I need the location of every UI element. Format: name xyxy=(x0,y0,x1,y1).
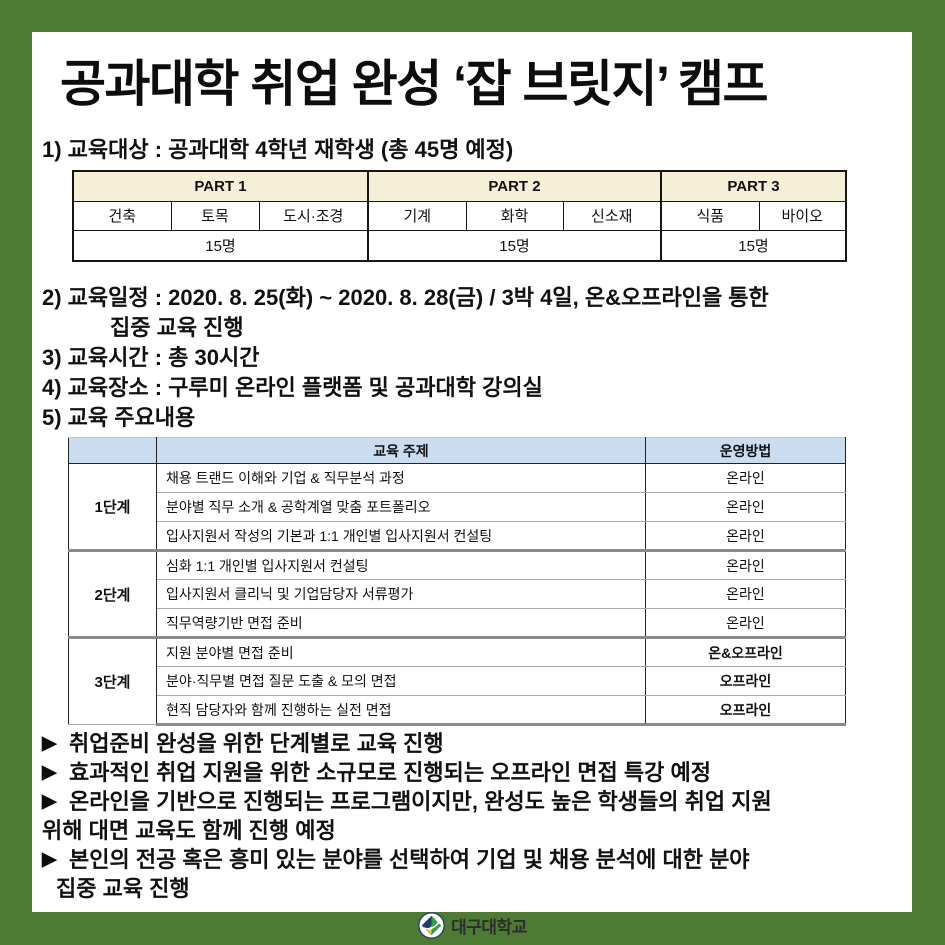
count-cell: 15명 xyxy=(659,229,847,262)
table-row: 입사지원서 작성의 기본과 1:1 개인별 입사지원서 컨설팅 온라인 xyxy=(69,521,846,551)
bullet-text: 본인의 전공 혹은 흥미 있는 분야를 선택하여 기업 및 채용 분석에 대한 … xyxy=(69,847,750,872)
major-cell: 신소재 xyxy=(562,200,662,231)
bullet-text: 효과적인 취업 지원을 위한 소규모로 진행되는 오프라인 면접 특강 예정 xyxy=(69,760,711,785)
info-schedule-line: 2) 교육일정 : 2020. 8. 25(화) ~ 2020. 8. 28(금… xyxy=(42,285,769,310)
method-cell: 오프라인 xyxy=(645,666,846,696)
info-contents-line: 5) 교육 주요내용 xyxy=(42,405,196,430)
topic-header-cell: 교육 주제 xyxy=(156,437,646,464)
stage-header-cell xyxy=(68,437,157,464)
triangle-bullet-icon: ▶ xyxy=(42,762,57,783)
curriculum-header-row: 교육 주제 운영방법 xyxy=(68,437,846,464)
parts-table-majors-row: 건축 토목 도시·조경 기계 화학 신소재 식품 바이오 xyxy=(72,200,847,231)
stage-cell: 3단계 xyxy=(68,636,157,725)
topic-cell: 지원 분야별 면접 준비 xyxy=(156,636,646,667)
bullet-text: 위해 대면 교육도 함께 진행 예정 xyxy=(42,818,336,843)
list-item-continuation: 집중 교육 진행 xyxy=(42,874,772,903)
major-cell: 식품 xyxy=(660,200,760,231)
part3-header-cell: PART 3 xyxy=(659,170,847,202)
footer: 대구대학교 xyxy=(0,906,945,945)
major-cell: 도시·조경 xyxy=(258,200,369,231)
table-row: 1단계 채용 트랜드 이해와 기업 & 직무분석 과정 온라인 xyxy=(68,463,846,551)
topic-cell: 분야·직무별 면접 질문 도출 & 모의 면접 xyxy=(156,666,646,696)
triangle-bullet-icon: ▶ xyxy=(42,849,57,870)
method-cell: 오프라인 xyxy=(645,695,846,726)
notes-block: ▶ 취업준비 완성을 위한 단계별로 교육 진행 ▶ 효과적인 취업 지원을 위… xyxy=(42,729,772,903)
method-cell: 온라인 xyxy=(645,549,846,580)
topic-cell: 채용 트랜드 이해와 기업 & 직무분석 과정 xyxy=(156,463,646,493)
triangle-bullet-icon: ▶ xyxy=(42,733,57,754)
info-target-line: 1) 교육대상 : 공과대학 4학년 재학생 (총 45명 예정) xyxy=(42,137,514,162)
method-cell: 온&오프라인 xyxy=(645,636,846,667)
part1-header-cell: PART 1 xyxy=(72,170,369,202)
table-row: 2단계 심화 1:1 개인별 입사지원서 컨설팅 온라인 xyxy=(68,549,846,638)
method-cell: 온라인 xyxy=(645,579,846,609)
table-row: 분야·직무별 면접 질문 도출 & 모의 면접 오프라인 xyxy=(69,666,846,696)
curriculum-table: 교육 주제 운영방법 1단계 채용 트랜드 이해와 기업 & 직무분석 과정 온… xyxy=(68,437,846,726)
info-schedule-line-cont: 집중 교육 진행 xyxy=(110,315,244,340)
bullet-text: 온라인을 기반으로 진행되는 프로그램이지만, 완성도 높은 학생들의 취업 지… xyxy=(69,789,772,814)
major-cell: 건축 xyxy=(72,200,172,231)
table-row: 3단계 지원 분야별 면접 준비 온&오프라인 xyxy=(68,636,846,725)
table-row: 현직 담당자와 함께 진행하는 실전 면접 오프라인 xyxy=(69,695,846,726)
stage-cell: 2단계 xyxy=(68,549,157,638)
list-item: ▶ 본인의 전공 혹은 흥미 있는 분야를 선택하여 기업 및 채용 분석에 대… xyxy=(42,845,772,874)
table-row: 입사지원서 클리닉 및 기업담당자 서류평가 온라인 xyxy=(69,579,846,609)
daegu-university-logo-icon xyxy=(418,912,445,939)
list-item: ▶ 온라인을 기반으로 진행되는 프로그램이지만, 완성도 높은 학생들의 취업… xyxy=(42,787,772,816)
stage-cell: 1단계 xyxy=(68,463,157,551)
list-item-continuation: 위해 대면 교육도 함께 진행 예정 xyxy=(42,816,772,845)
university-name: 대구대학교 xyxy=(451,918,527,937)
table-row: 직무역량기반 면접 준비 온라인 xyxy=(69,608,846,638)
topic-cell: 분야별 직무 소개 & 공학계열 맞춤 포트폴리오 xyxy=(156,492,646,522)
method-cell: 온라인 xyxy=(645,521,846,551)
parts-table-header-row: PART 1 PART 2 PART 3 xyxy=(72,170,847,202)
method-cell: 온라인 xyxy=(645,608,846,638)
topic-cell: 입사지원서 작성의 기본과 1:1 개인별 입사지원서 컨설팅 xyxy=(156,521,646,551)
count-cell: 15명 xyxy=(367,229,662,262)
major-cell: 바이오 xyxy=(758,200,847,231)
triangle-bullet-icon: ▶ xyxy=(42,791,57,812)
method-cell: 온라인 xyxy=(645,463,846,493)
list-item: ▶ 취업준비 완성을 위한 단계별로 교육 진행 xyxy=(42,729,772,758)
info-place-line: 4) 교육장소 : 구루미 온라인 플랫폼 및 공과대학 강의실 xyxy=(42,375,543,400)
info-hours-line: 3) 교육시간 : 총 30시간 xyxy=(42,345,260,370)
method-header-cell: 운영방법 xyxy=(645,437,846,464)
topic-cell: 현직 담당자와 함께 진행하는 실전 면접 xyxy=(156,695,646,726)
major-cell: 토목 xyxy=(170,200,260,231)
topic-cell: 직무역량기반 면접 준비 xyxy=(156,608,646,638)
poster-sheet: 공과대학 취업 완성 ‘잡 브릿지’ 캠프 1) 교육대상 : 공과대학 4학년… xyxy=(32,32,912,912)
table-row: 분야별 직무 소개 & 공학계열 맞춤 포트폴리오 온라인 xyxy=(69,492,846,522)
topic-cell: 입사지원서 클리닉 및 기업담당자 서류평가 xyxy=(156,579,646,609)
parts-table: PART 1 PART 2 PART 3 건축 토목 도시·조경 기계 화학 신… xyxy=(72,170,848,262)
list-item: ▶ 효과적인 취업 지원을 위한 소규모로 진행되는 오프라인 면접 특강 예정 xyxy=(42,758,772,787)
major-cell: 기계 xyxy=(367,200,467,231)
major-cell: 화학 xyxy=(465,200,564,231)
bullet-text: 취업준비 완성을 위한 단계별로 교육 진행 xyxy=(69,731,444,756)
bullet-text: 집중 교육 진행 xyxy=(56,876,190,901)
method-cell: 온라인 xyxy=(645,492,846,522)
part2-header-cell: PART 2 xyxy=(367,170,662,202)
count-cell: 15명 xyxy=(72,229,369,262)
info-lines-block: 2) 교육일정 : 2020. 8. 25(화) ~ 2020. 8. 28(금… xyxy=(42,283,769,433)
parts-table-counts-row: 15명 15명 15명 xyxy=(72,229,847,262)
topic-cell: 심화 1:1 개인별 입사지원서 컨설팅 xyxy=(156,549,646,580)
page-title: 공과대학 취업 완성 ‘잡 브릿지’ 캠프 xyxy=(60,56,768,112)
